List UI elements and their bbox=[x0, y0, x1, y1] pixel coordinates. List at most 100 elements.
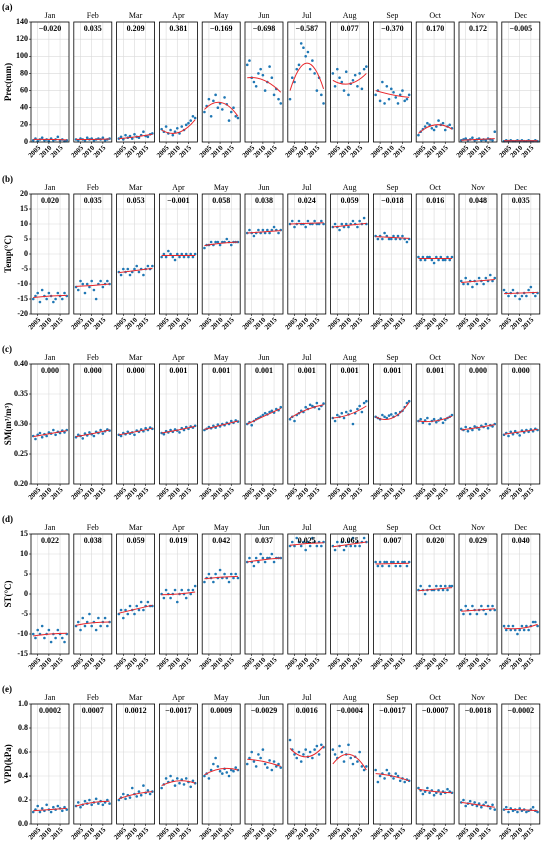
data-point bbox=[173, 258, 177, 262]
data-point bbox=[428, 584, 431, 588]
data-point bbox=[162, 432, 166, 436]
data-point bbox=[342, 89, 346, 92]
data-point bbox=[360, 410, 364, 414]
data-point bbox=[99, 428, 102, 432]
data-point bbox=[426, 786, 429, 790]
trend-annotation: −0.005 bbox=[510, 24, 533, 33]
data-point bbox=[320, 93, 323, 97]
data-point bbox=[83, 799, 87, 803]
data-point bbox=[207, 97, 211, 101]
data-point bbox=[139, 793, 143, 797]
data-point bbox=[484, 612, 488, 616]
data-point bbox=[54, 433, 57, 437]
month-title: Feb bbox=[87, 183, 99, 192]
data-point bbox=[509, 628, 513, 632]
y-tick-label: 0.0 bbox=[18, 819, 28, 828]
month-title: Jul bbox=[302, 183, 312, 192]
data-point bbox=[306, 540, 310, 544]
data-point bbox=[268, 231, 271, 235]
data-point bbox=[480, 604, 483, 608]
data-point bbox=[128, 796, 132, 799]
x-tick-label: 2015 bbox=[306, 826, 322, 842]
data-point bbox=[340, 540, 344, 544]
x-tick-label: 2015 bbox=[263, 826, 279, 842]
data-point bbox=[214, 93, 217, 97]
data-point bbox=[407, 560, 411, 564]
data-point bbox=[49, 640, 53, 644]
month-title: May bbox=[214, 523, 229, 532]
data-point bbox=[214, 572, 217, 576]
data-point bbox=[299, 760, 303, 763]
data-point bbox=[464, 425, 468, 429]
data-point bbox=[137, 136, 141, 140]
data-point bbox=[169, 252, 172, 256]
data-point bbox=[311, 756, 314, 760]
month-title: Mar bbox=[129, 353, 143, 362]
trend-annotation: −0.020 bbox=[39, 24, 62, 33]
data-point bbox=[383, 777, 386, 780]
panel-frame bbox=[372, 703, 412, 825]
data-point bbox=[293, 419, 296, 423]
data-point bbox=[306, 219, 310, 223]
data-point bbox=[97, 802, 100, 805]
data-point bbox=[394, 411, 398, 415]
data-point bbox=[182, 255, 186, 259]
data-point bbox=[475, 282, 479, 286]
trend-annotation: −0.698 bbox=[253, 24, 276, 33]
data-point bbox=[184, 777, 188, 780]
data-point bbox=[315, 89, 319, 92]
data-point bbox=[441, 258, 445, 262]
data-point bbox=[137, 270, 141, 274]
data-point bbox=[85, 136, 89, 140]
data-point bbox=[473, 801, 476, 804]
data-point bbox=[279, 405, 283, 409]
data-point bbox=[396, 234, 400, 238]
month-title: Mar bbox=[129, 183, 143, 192]
data-point bbox=[450, 413, 454, 417]
data-point bbox=[259, 552, 262, 556]
month-title: Sep bbox=[386, 693, 398, 702]
data-point bbox=[381, 237, 384, 241]
y-tick-label: 20 bbox=[20, 189, 28, 198]
data-point bbox=[378, 560, 382, 564]
fit-curve bbox=[118, 604, 153, 614]
fit-curve bbox=[418, 415, 453, 423]
data-point bbox=[160, 127, 163, 131]
data-point bbox=[49, 810, 53, 814]
data-point bbox=[229, 572, 233, 576]
data-point bbox=[448, 584, 452, 588]
data-point bbox=[320, 219, 323, 223]
trend-annotation: −0.0017 bbox=[379, 706, 406, 715]
data-point bbox=[106, 798, 109, 802]
trend-annotation: 0.025 bbox=[298, 536, 316, 545]
data-point bbox=[383, 415, 386, 419]
data-point bbox=[435, 125, 438, 128]
x-tick-label: 2015 bbox=[220, 826, 236, 842]
data-point bbox=[142, 130, 145, 134]
panel-frame bbox=[73, 533, 113, 655]
data-point bbox=[126, 612, 130, 616]
data-point bbox=[385, 560, 389, 564]
data-point bbox=[252, 80, 256, 84]
data-point bbox=[387, 414, 391, 417]
panel-frame bbox=[116, 21, 155, 143]
data-point bbox=[507, 434, 510, 438]
panel-frame bbox=[372, 21, 412, 143]
panel-frame bbox=[244, 21, 284, 143]
data-point bbox=[288, 97, 292, 101]
data-point bbox=[534, 620, 537, 624]
data-point bbox=[232, 769, 235, 773]
data-point bbox=[212, 580, 215, 584]
data-point bbox=[344, 222, 348, 226]
trend-annotation: 0.077 bbox=[341, 24, 359, 33]
fit-curve bbox=[332, 753, 367, 771]
data-point bbox=[81, 282, 85, 286]
fit-curve bbox=[289, 404, 324, 419]
fit-curve bbox=[332, 541, 367, 548]
data-point bbox=[40, 136, 44, 140]
x-tick-label: 2015 bbox=[135, 316, 151, 332]
fit-curve bbox=[375, 236, 410, 239]
fit-curve bbox=[161, 591, 196, 596]
data-point bbox=[320, 544, 323, 548]
